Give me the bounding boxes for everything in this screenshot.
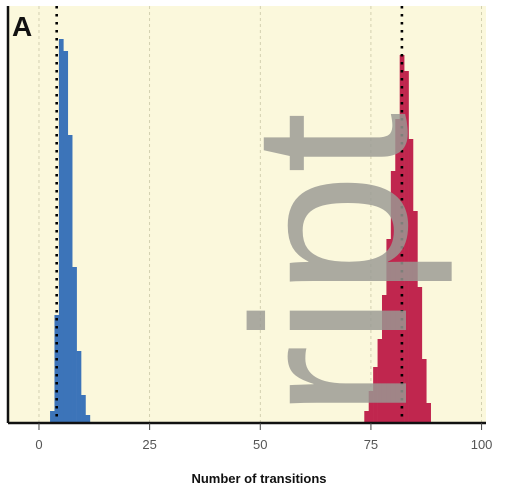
histogram-bar-series-1 [58,39,64,423]
histogram-bar-series-1 [67,135,73,423]
histogram-bar-series-2 [386,239,392,423]
histogram-bar-series-2 [390,171,396,423]
histogram-bar-series-2 [364,411,370,423]
x-ticks: 0 25 50 75 100 [35,423,492,452]
watermark: ript [207,112,453,418]
x-tick-label: 50 [253,437,267,452]
x-tick-label: 100 [471,437,493,452]
mean-lines [55,6,404,423]
histogram-bar-series-2 [426,403,431,423]
histogram-bar-series-1 [54,315,60,423]
histogram-bar-series-2 [381,295,387,423]
histogram-bar-series-2 [377,339,383,423]
x-tick-label: 25 [142,437,156,452]
histogram-bar-series-2 [373,367,378,423]
histogram-bar-series-1 [85,415,91,423]
histogram-bar-series-2 [395,119,400,423]
histogram-bar-series-2 [412,211,418,423]
histogram-bar-series-2 [368,391,374,423]
histogram-bar-series-1 [63,51,69,423]
histogram-bar-series-1 [81,395,86,423]
x-tick-label: 0 [35,437,42,452]
x-tick-label: 75 [364,437,378,452]
histogram-bar-series-1 [50,411,55,423]
histogram-bar-series-2 [408,139,414,423]
panel-label: A [12,11,32,42]
histogram-bar-series-1 [76,351,82,423]
histogram-bar-series-1 [72,267,77,423]
histogram-bar-series-2 [421,359,427,423]
histogram-bar-series-2 [417,287,423,423]
x-axis-title: Number of transitions [191,471,326,486]
histogram-bar-series-2 [404,71,409,423]
